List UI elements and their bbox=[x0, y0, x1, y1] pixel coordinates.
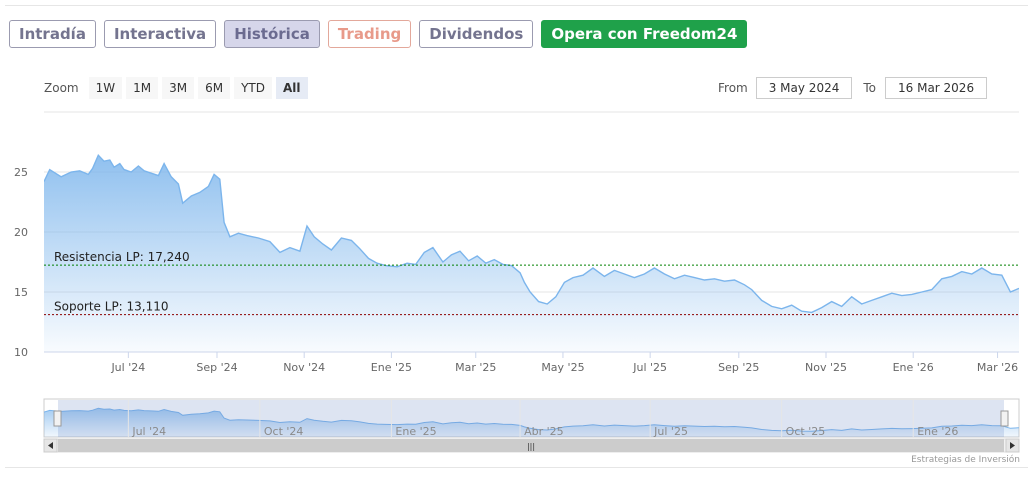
price-series bbox=[44, 153, 1019, 352]
y-axis: 10 15 20 25 bbox=[14, 166, 28, 359]
chart-mode-tabs: Intradía Interactiva Histórica Trading D… bbox=[9, 20, 748, 48]
to-date-input[interactable]: 16 Mar 2026 bbox=[885, 77, 988, 99]
navigator-tick-label: Oct '24 bbox=[264, 425, 304, 438]
scrollbar-thumb[interactable] bbox=[58, 439, 1004, 452]
navigator-area bbox=[44, 408, 1019, 437]
top-divider bbox=[5, 5, 1028, 6]
arrow-left-icon bbox=[48, 442, 53, 449]
navigator-scrollbar[interactable]: ||| bbox=[43, 438, 1020, 453]
navigator-line bbox=[43, 407, 1020, 432]
price-chart: Resistencia LP: 17,240 Soporte LP: 13,110… bbox=[14, 111, 1020, 453]
y-tick-label: 20 bbox=[14, 226, 28, 239]
zoom-label: Zoom bbox=[44, 81, 79, 95]
bottom-divider bbox=[5, 467, 1028, 468]
to-label: To bbox=[863, 81, 876, 95]
date-range: From 3 May 2024 To 16 Mar 2026 bbox=[718, 77, 988, 99]
zoom-6m-button[interactable]: 6M bbox=[198, 77, 231, 99]
y-tick-label: 15 bbox=[14, 286, 28, 299]
x-tick-label: Nov '24 bbox=[283, 361, 325, 374]
navigator-ticks: Jul '24 Oct '24 Ene '25 Abr '25 Jul '25 Oct '… bbox=[127, 400, 958, 438]
tab-trading[interactable]: Trading bbox=[327, 20, 412, 48]
x-tick-label: Nov '25 bbox=[805, 361, 847, 374]
tab-dividendos[interactable]: Dividendos bbox=[419, 20, 534, 48]
y-tick-label: 10 bbox=[14, 346, 28, 359]
tab-interactiva[interactable]: Interactiva bbox=[103, 20, 217, 48]
navigator-tick-label: Jul '24 bbox=[131, 425, 166, 438]
navigator-tick-label: Jul '25 bbox=[653, 425, 688, 438]
opera-freedom24-button[interactable]: Opera con Freedom24 bbox=[541, 20, 748, 48]
from-date-input[interactable]: 3 May 2024 bbox=[755, 77, 853, 99]
navigator-right-handle[interactable] bbox=[1000, 410, 1009, 427]
chart-credit[interactable]: Estrategias de Inversión bbox=[911, 455, 1020, 465]
navigator-tick-label: Ene '25 bbox=[395, 425, 436, 438]
x-tick-label: Mar '26 bbox=[977, 361, 1018, 374]
tab-intradia[interactable]: Intradía bbox=[9, 20, 96, 48]
range-navigator[interactable]: Jul '24 Oct '24 Ene '25 Abr '25 Jul '25 Oct '… bbox=[43, 398, 1020, 438]
x-tick-label: Jul '24 bbox=[110, 361, 145, 374]
level-label: Soporte LP: 13,110 bbox=[54, 300, 169, 314]
navigator-left-handle[interactable] bbox=[53, 410, 62, 427]
price-area bbox=[44, 155, 1019, 352]
navigator-tick-label: Abr '25 bbox=[524, 425, 564, 438]
x-tick-label: Mar '25 bbox=[455, 361, 496, 374]
navigator-tick-label: Ene '26 bbox=[917, 425, 958, 438]
x-tick-label: Ene '26 bbox=[893, 361, 934, 374]
zoom-1m-button[interactable]: 1M bbox=[126, 77, 159, 99]
x-tick-label: Ene '25 bbox=[371, 361, 412, 374]
zoom-selector: Zoom 1W 1M 3M 6M YTD All bbox=[44, 77, 308, 99]
x-tick-label: Sep '25 bbox=[718, 361, 759, 374]
x-tick-label: Sep '24 bbox=[196, 361, 237, 374]
x-tick-label: May '25 bbox=[541, 361, 584, 374]
zoom-1w-button[interactable]: 1W bbox=[88, 77, 123, 99]
level-annotations: Resistencia LP: 17,240 Soporte LP: 13,110 bbox=[44, 250, 1019, 316]
tab-historica[interactable]: Histórica bbox=[224, 20, 320, 48]
from-label: From bbox=[718, 81, 748, 95]
scrollbar-grip-icon[interactable]: ||| bbox=[527, 442, 535, 451]
navigator-selection[interactable] bbox=[58, 400, 1004, 437]
zoom-ytd-button[interactable]: YTD bbox=[234, 77, 272, 99]
x-axis: Jul '24 Sep '24 Nov '24 Ene '25 Mar '25 May '… bbox=[44, 351, 1019, 374]
price-line bbox=[44, 153, 1019, 314]
y-tick-label: 25 bbox=[14, 166, 28, 179]
arrow-right-icon bbox=[1010, 442, 1015, 449]
x-tick-label: Jul '25 bbox=[632, 361, 667, 374]
level-label: Resistencia LP: 17,240 bbox=[54, 250, 190, 264]
navigator-tick-label: Oct '25 bbox=[786, 425, 826, 438]
zoom-all-button[interactable]: All bbox=[276, 77, 308, 99]
zoom-3m-button[interactable]: 3M bbox=[162, 77, 195, 99]
